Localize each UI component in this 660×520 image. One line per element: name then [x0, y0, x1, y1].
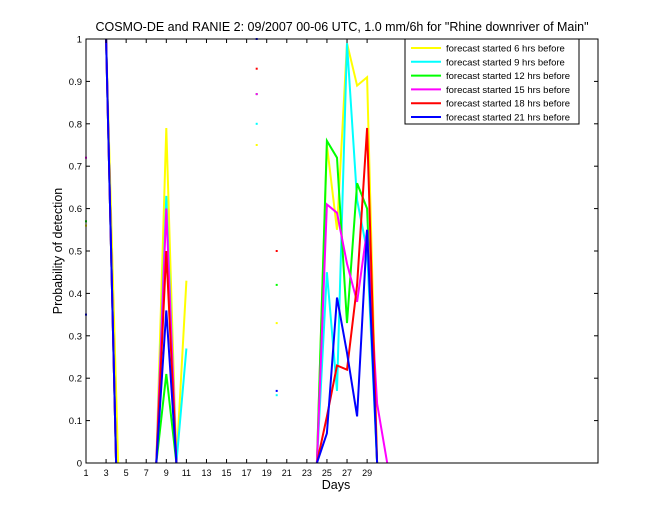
legend-label-1: forecast started 6 hrs before — [446, 44, 565, 55]
series-5-point-1 — [255, 67, 258, 70]
x-tick-label: 9 — [164, 468, 169, 478]
x-tick-label: 19 — [262, 468, 272, 478]
y-tick-label: 0.8 — [69, 119, 82, 130]
series-5-segment-2 — [155, 250, 178, 464]
series-5-point-2 — [275, 250, 278, 252]
series-3-point-3 — [275, 283, 278, 286]
series-3-segment-2 — [155, 373, 178, 464]
legend-label-2: forecast started 9 hrs before — [446, 57, 565, 68]
x-tick-label: 13 — [201, 468, 211, 478]
axis-ticks: 1 3 5 7 9 11 13 15 17 19 21 23 25 27 2900.10.20.30.40.… — [69, 35, 598, 478]
x-tick-label: 25 — [322, 468, 332, 478]
series-2-point-2 — [275, 394, 278, 397]
x-tick-label: 1 — [83, 468, 88, 478]
y-tick-label: 0 — [77, 459, 82, 470]
x-tick-label: 7 — [144, 468, 149, 478]
x-tick-label: 17 — [242, 468, 252, 478]
legend-box — [404, 38, 580, 125]
x-tick-label: 23 — [302, 468, 312, 478]
y-axis-label: Probability of detection — [51, 188, 65, 315]
y-tick-label: 0.4 — [69, 289, 82, 300]
series-2-point-1 — [255, 122, 258, 125]
series-4-point-2 — [255, 93, 258, 96]
plot-area — [85, 38, 389, 464]
chart-title: COSMO-DE and RANIE 2: 09/2007 00-06 UTC,… — [95, 20, 588, 34]
legend: forecast started 6 hrs before forecast st… — [404, 38, 580, 125]
series-1-point-2 — [255, 144, 258, 146]
y-tick-label: 0.9 — [69, 77, 82, 88]
legend-label-3: forecast started 12 hrs before — [446, 71, 570, 82]
series-1-segment-2 — [155, 127, 188, 464]
x-tick-label: 15 — [222, 468, 232, 478]
y-tick-label: 0.1 — [69, 416, 82, 427]
x-tick-label: 5 — [124, 468, 129, 478]
y-tick-label: 0.6 — [69, 204, 82, 215]
x-tick-label: 27 — [342, 468, 352, 478]
series-6-segment-2 — [155, 310, 178, 464]
series-6-point-3 — [275, 389, 278, 392]
y-tick-label: 0.2 — [69, 374, 82, 385]
y-tick-label: 0.7 — [69, 162, 82, 173]
series-3-segment-3 — [315, 137, 379, 464]
y-tick-label: 1 — [77, 35, 82, 46]
series-6-segment-3 — [315, 229, 379, 464]
series-6-segment-1 — [105, 38, 118, 464]
series-1-point-3 — [275, 322, 278, 325]
legend-label-5: forecast started 18 hrs before — [446, 99, 570, 110]
x-tick-label: 21 — [282, 468, 292, 478]
x-axis-label: Days — [322, 478, 350, 492]
x-tick-label: 3 — [104, 468, 109, 478]
legend-label-6: forecast started 21 hrs before — [446, 113, 570, 124]
legend-label-4: forecast started 15 hrs before — [446, 85, 570, 96]
x-tick-label: 11 — [182, 468, 191, 478]
x-tick-label: 29 — [362, 468, 372, 478]
y-tick-label: 0.3 — [69, 331, 82, 342]
series-5-segment-3 — [315, 127, 379, 464]
y-tick-label: 0.5 — [69, 247, 82, 258]
